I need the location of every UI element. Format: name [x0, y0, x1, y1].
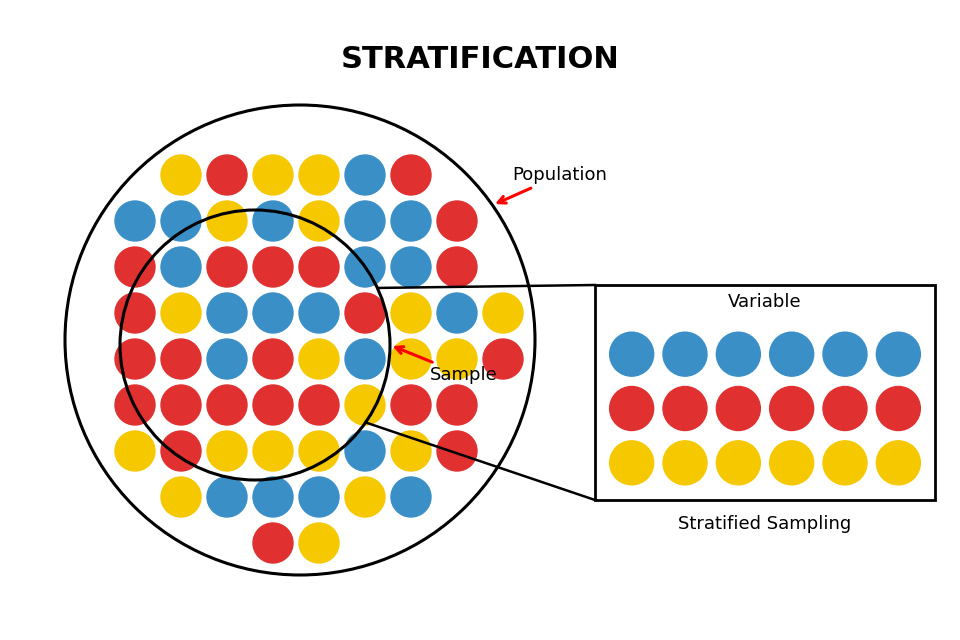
Circle shape	[207, 293, 247, 333]
Circle shape	[610, 387, 654, 431]
Circle shape	[663, 332, 707, 376]
Circle shape	[299, 431, 339, 471]
Circle shape	[207, 201, 247, 241]
Circle shape	[253, 385, 293, 425]
Circle shape	[823, 332, 867, 376]
Circle shape	[716, 441, 760, 485]
Circle shape	[253, 247, 293, 287]
Circle shape	[115, 201, 155, 241]
Circle shape	[161, 385, 201, 425]
Circle shape	[299, 155, 339, 195]
Circle shape	[207, 431, 247, 471]
Circle shape	[437, 293, 477, 333]
Circle shape	[299, 477, 339, 517]
Circle shape	[345, 155, 385, 195]
Circle shape	[663, 441, 707, 485]
Circle shape	[115, 385, 155, 425]
Circle shape	[299, 385, 339, 425]
Circle shape	[253, 477, 293, 517]
Circle shape	[253, 431, 293, 471]
Circle shape	[207, 477, 247, 517]
Circle shape	[161, 293, 201, 333]
Circle shape	[345, 477, 385, 517]
Circle shape	[437, 201, 477, 241]
Circle shape	[161, 477, 201, 517]
Circle shape	[437, 431, 477, 471]
Circle shape	[876, 387, 921, 431]
Circle shape	[299, 293, 339, 333]
Circle shape	[823, 387, 867, 431]
Circle shape	[207, 247, 247, 287]
Circle shape	[207, 385, 247, 425]
Circle shape	[161, 431, 201, 471]
Circle shape	[876, 332, 921, 376]
Text: Population: Population	[498, 166, 608, 203]
Circle shape	[161, 201, 201, 241]
Circle shape	[299, 339, 339, 379]
Circle shape	[391, 339, 431, 379]
Circle shape	[299, 523, 339, 563]
Circle shape	[253, 201, 293, 241]
Circle shape	[391, 155, 431, 195]
Text: Variable: Variable	[729, 293, 802, 311]
Text: STRATIFICATION: STRATIFICATION	[341, 45, 619, 74]
Circle shape	[253, 293, 293, 333]
Bar	[595, 285, 935, 500]
Circle shape	[345, 339, 385, 379]
Circle shape	[161, 339, 201, 379]
Circle shape	[161, 155, 201, 195]
Circle shape	[770, 332, 814, 376]
Circle shape	[115, 431, 155, 471]
Circle shape	[437, 247, 477, 287]
Text: Stratified Sampling: Stratified Sampling	[679, 515, 852, 533]
Circle shape	[437, 339, 477, 379]
Circle shape	[823, 441, 867, 485]
Circle shape	[716, 332, 760, 376]
Circle shape	[345, 247, 385, 287]
Circle shape	[437, 385, 477, 425]
Circle shape	[253, 155, 293, 195]
Circle shape	[299, 247, 339, 287]
Circle shape	[391, 293, 431, 333]
Circle shape	[115, 293, 155, 333]
Circle shape	[253, 523, 293, 563]
Circle shape	[115, 247, 155, 287]
Circle shape	[345, 293, 385, 333]
Circle shape	[253, 339, 293, 379]
Circle shape	[610, 441, 654, 485]
Circle shape	[391, 201, 431, 241]
Circle shape	[483, 339, 523, 379]
Circle shape	[345, 385, 385, 425]
Circle shape	[770, 387, 814, 431]
Text: Sample: Sample	[396, 347, 497, 384]
Circle shape	[391, 431, 431, 471]
Circle shape	[345, 431, 385, 471]
Circle shape	[115, 339, 155, 379]
Circle shape	[610, 332, 654, 376]
Circle shape	[391, 477, 431, 517]
Circle shape	[716, 387, 760, 431]
Circle shape	[483, 293, 523, 333]
Circle shape	[161, 247, 201, 287]
Circle shape	[299, 201, 339, 241]
Circle shape	[391, 247, 431, 287]
Circle shape	[876, 441, 921, 485]
Circle shape	[663, 387, 707, 431]
Circle shape	[391, 385, 431, 425]
Circle shape	[345, 201, 385, 241]
Circle shape	[207, 339, 247, 379]
Circle shape	[770, 441, 814, 485]
Circle shape	[207, 155, 247, 195]
